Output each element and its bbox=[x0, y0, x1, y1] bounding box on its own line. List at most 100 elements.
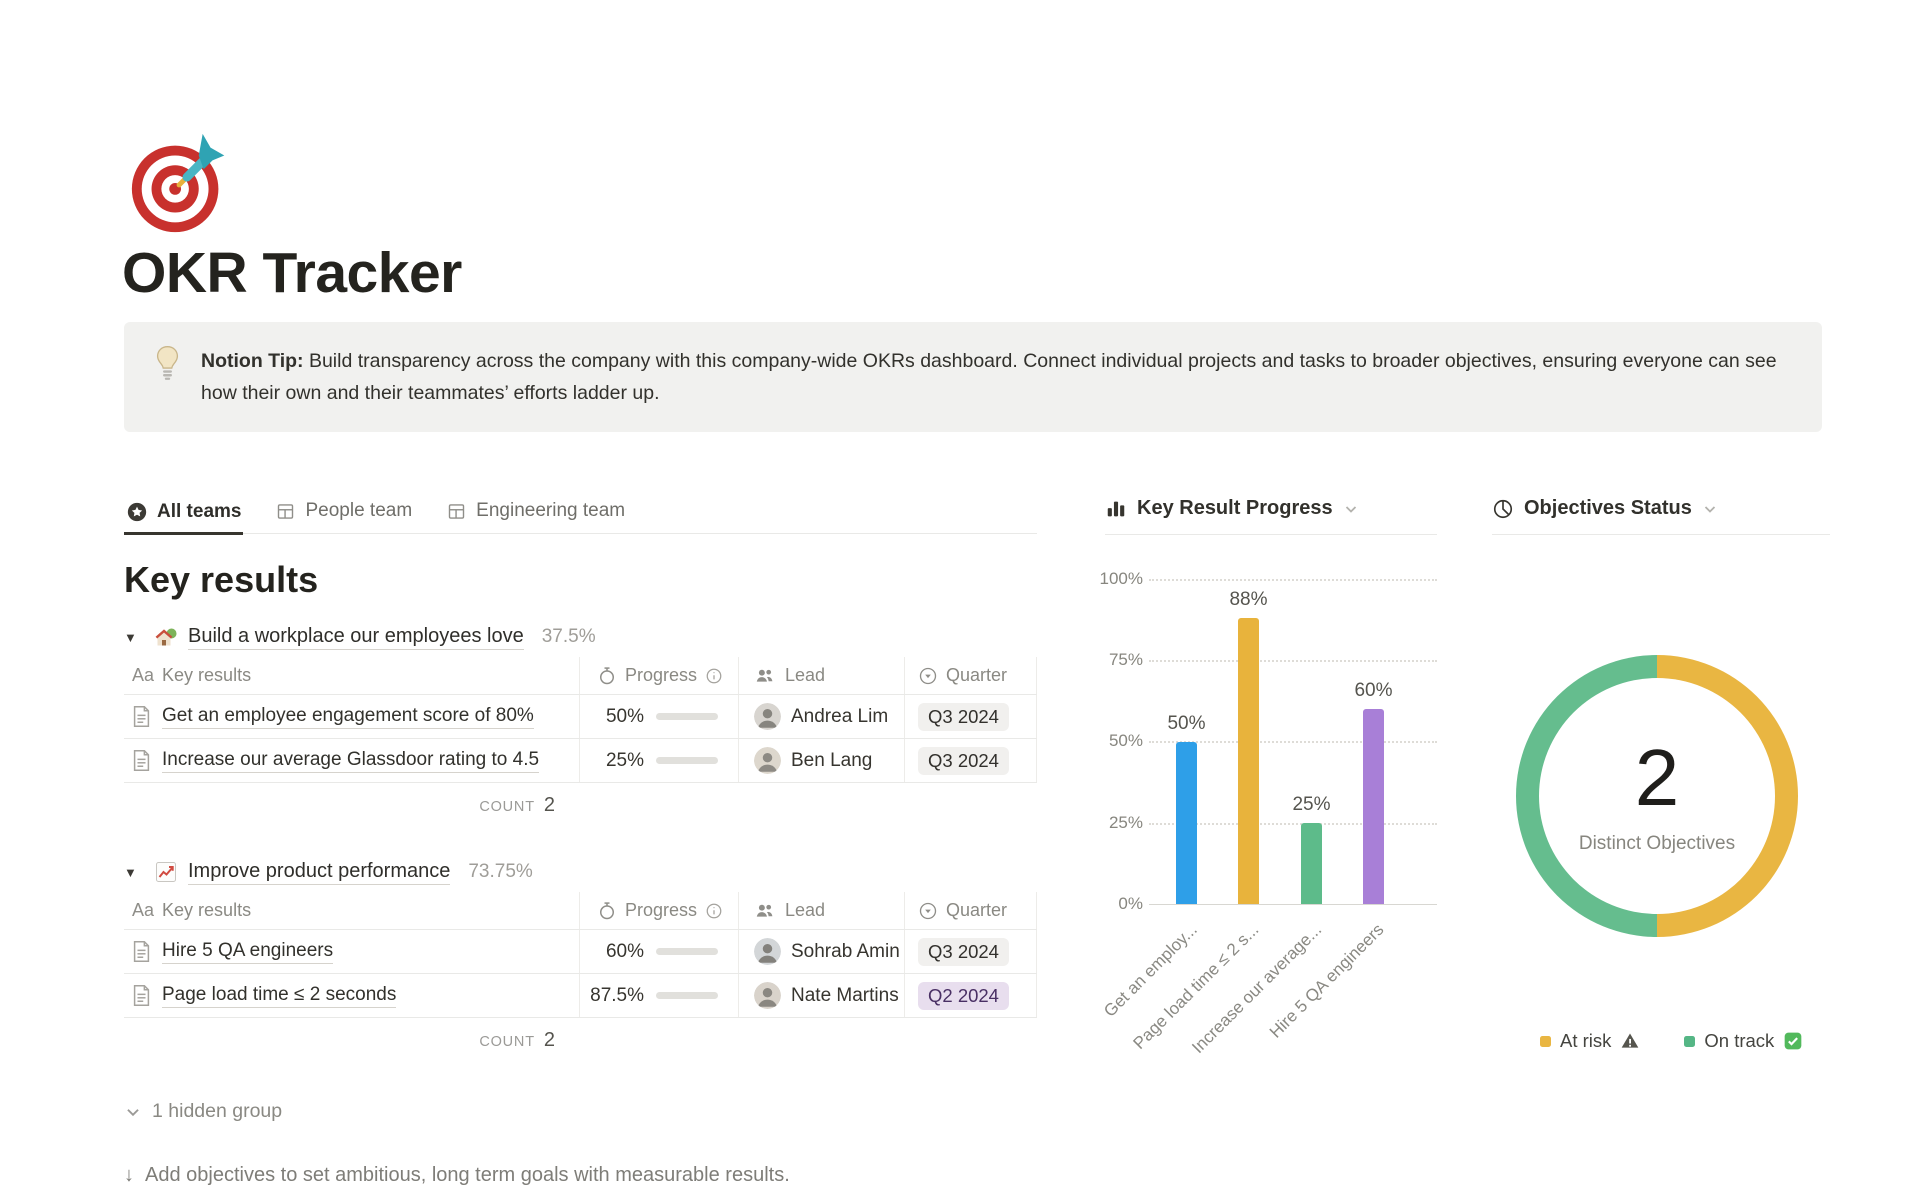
bar-series: 50% 88% 25% 60% bbox=[1149, 579, 1437, 904]
y-tick: 50% bbox=[1108, 731, 1143, 750]
objectives-status-panel: Objectives Status 2 Distinct Objectives … bbox=[1492, 497, 1830, 1051]
key-result-progress-panel: Key Result Progress 100% 75% 50% 25% 0% … bbox=[1100, 497, 1437, 1057]
objectives-status-header[interactable]: Objectives Status bbox=[1492, 497, 1830, 535]
legend-item-at-risk: At risk bbox=[1540, 1030, 1640, 1052]
info-icon[interactable] bbox=[705, 667, 723, 685]
title-property-icon: Aa bbox=[132, 665, 155, 685]
target-icon bbox=[131, 133, 225, 233]
tab-all-teams[interactable]: All teams bbox=[124, 497, 244, 535]
count-value: 2 bbox=[543, 1029, 555, 1051]
chevron-down-icon bbox=[1702, 501, 1718, 517]
group-toggle-icon[interactable]: ▼ bbox=[124, 864, 137, 880]
quarter-badge[interactable]: Q3 2024 bbox=[918, 702, 1009, 731]
key-result-link[interactable]: Hire 5 QA engineers bbox=[162, 940, 334, 964]
bar-value-label: 25% bbox=[1292, 793, 1331, 815]
progress-bar bbox=[656, 948, 718, 955]
progress-percent: 60% bbox=[605, 940, 644, 962]
avatar bbox=[754, 938, 781, 965]
key-result-link[interactable]: Page load time ≤ 2 seconds bbox=[162, 984, 397, 1008]
chart-increasing-icon bbox=[154, 860, 178, 884]
page-icon bbox=[132, 749, 151, 772]
select-property-icon bbox=[918, 666, 938, 686]
hidden-group-label: 1 hidden group bbox=[152, 1100, 283, 1122]
column-lead-label[interactable]: Lead bbox=[785, 900, 826, 920]
column-name-label[interactable]: Key results bbox=[162, 665, 252, 685]
group-toggle-icon[interactable]: ▼ bbox=[124, 629, 137, 645]
avatar bbox=[754, 747, 781, 774]
bar bbox=[1238, 618, 1259, 904]
down-arrow-icon: ↓ bbox=[124, 1164, 134, 1186]
table-row: Increase our average Glassdoor rating to… bbox=[124, 739, 1037, 783]
column-quarter-label[interactable]: Quarter bbox=[946, 665, 1008, 685]
table-row: Get an employee engagement score of 80% … bbox=[124, 695, 1037, 739]
hidden-group-toggle[interactable]: 1 hidden group bbox=[124, 1100, 1037, 1123]
y-tick: 25% bbox=[1108, 813, 1143, 832]
group-title[interactable]: Build a workplace our employees love bbox=[188, 625, 524, 650]
page-target-emoji-icon[interactable] bbox=[124, 124, 242, 242]
page-icon bbox=[132, 705, 151, 728]
key-result-link[interactable]: Increase our average Glassdoor rating to… bbox=[162, 749, 540, 773]
bar-column: 25% bbox=[1292, 579, 1331, 904]
legend-label: On track bbox=[1704, 1030, 1775, 1051]
progress-percent: 87.5% bbox=[590, 984, 644, 1006]
quarter-badge[interactable]: Q3 2024 bbox=[918, 937, 1009, 966]
legend-swatch bbox=[1684, 1035, 1696, 1047]
info-icon[interactable] bbox=[705, 902, 723, 920]
y-tick: 0% bbox=[1118, 894, 1143, 913]
progress-property-icon bbox=[597, 901, 617, 921]
x-tick: Hire 5 QA engineers bbox=[1265, 920, 1388, 1042]
house-garden-icon bbox=[154, 625, 178, 649]
progress-bar bbox=[656, 713, 718, 720]
people-property-icon bbox=[754, 900, 775, 921]
key-result-progress-header[interactable]: Key Result Progress bbox=[1105, 497, 1437, 535]
count-label: COUNT bbox=[479, 1034, 535, 1050]
lead-name[interactable]: Sohrab Amin bbox=[791, 940, 900, 962]
donut-legend: At risk On track bbox=[1540, 1030, 1803, 1052]
panel-title: Objectives Status bbox=[1524, 497, 1692, 519]
table-row: Page load time ≤ 2 seconds 87.5% Nate Ma… bbox=[124, 974, 1037, 1018]
title-property-icon: Aa bbox=[132, 900, 155, 920]
pie-chart-icon bbox=[1492, 498, 1514, 520]
table-icon bbox=[275, 501, 296, 522]
tab-engineering-team[interactable]: Engineering team bbox=[444, 497, 627, 533]
lead-name[interactable]: Ben Lang bbox=[791, 749, 873, 771]
warning-icon bbox=[1620, 1031, 1640, 1051]
callout-text: Notion Tip: Build transparency across th… bbox=[201, 345, 1788, 409]
donut-chart: 2 Distinct Objectives bbox=[1516, 655, 1798, 937]
donut-center: 2 Distinct Objectives bbox=[1539, 678, 1775, 914]
group-title[interactable]: Improve product performance bbox=[188, 860, 451, 885]
notion-tip-callout: Notion Tip: Build transparency across th… bbox=[124, 322, 1822, 432]
section-heading: Key results bbox=[124, 559, 319, 600]
group-percent: 37.5% bbox=[541, 626, 596, 647]
count-row[interactable]: COUNT 2 bbox=[124, 783, 579, 829]
lead-name[interactable]: Nate Martins bbox=[791, 984, 899, 1006]
count-label: COUNT bbox=[479, 799, 535, 815]
column-progress-label[interactable]: Progress bbox=[625, 665, 698, 685]
progress-bar bbox=[656, 757, 718, 764]
tab-label: Engineering team bbox=[476, 500, 626, 521]
lead-name[interactable]: Andrea Lim bbox=[791, 705, 889, 727]
bar-chart-icon bbox=[1105, 498, 1127, 520]
bar-column: 60% bbox=[1354, 579, 1393, 904]
view-tabs: All teams People team Engineering team bbox=[124, 497, 1037, 535]
legend-swatch bbox=[1540, 1035, 1551, 1047]
quarter-badge[interactable]: Q3 2024 bbox=[918, 746, 1009, 775]
page-title: OKR Tracker bbox=[122, 241, 462, 305]
table-header: Aa Key results Progress bbox=[124, 892, 1037, 930]
group-percent: 73.75% bbox=[468, 861, 533, 882]
column-lead-label[interactable]: Lead bbox=[785, 665, 826, 685]
tab-people-team[interactable]: People team bbox=[273, 497, 414, 533]
y-tick: 100% bbox=[1099, 569, 1143, 588]
column-name-label[interactable]: Key results bbox=[162, 900, 252, 920]
key-result-link[interactable]: Get an employee engagement score of 80% bbox=[162, 705, 534, 729]
count-value: 2 bbox=[543, 794, 555, 816]
table-icon bbox=[446, 501, 467, 522]
footer-text: Add objectives to set ambitious, long te… bbox=[145, 1164, 790, 1186]
quarter-badge[interactable]: Q2 2024 bbox=[918, 981, 1009, 1010]
column-quarter-label[interactable]: Quarter bbox=[946, 900, 1008, 920]
panel-title: Key Result Progress bbox=[1137, 497, 1333, 519]
column-progress-label[interactable]: Progress bbox=[625, 900, 698, 920]
chevron-down-icon bbox=[1343, 501, 1359, 517]
bar bbox=[1363, 709, 1384, 904]
count-row[interactable]: COUNT 2 bbox=[124, 1018, 579, 1064]
